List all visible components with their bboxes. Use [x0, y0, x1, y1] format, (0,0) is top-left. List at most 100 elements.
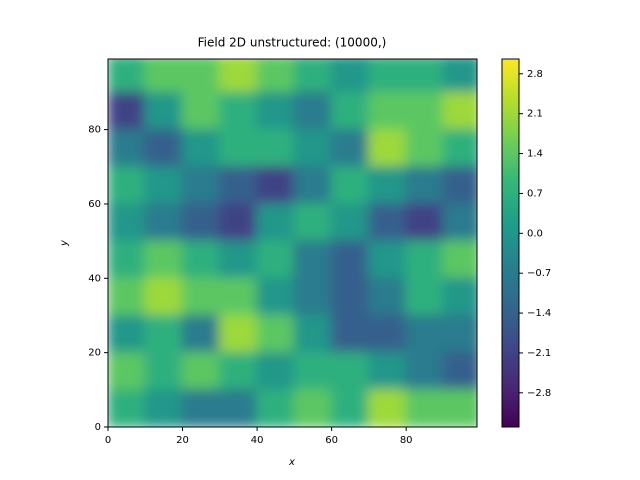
field-cell — [293, 240, 333, 280]
field-cell — [442, 240, 477, 280]
field-cell — [330, 277, 370, 317]
field-cell — [181, 389, 221, 427]
field-cell — [181, 59, 221, 94]
field-cell — [405, 128, 445, 168]
field-cell — [330, 351, 370, 391]
colorbar-tick-label: 0.0 — [527, 228, 543, 239]
field-cell — [405, 240, 445, 280]
field-cell — [330, 203, 370, 242]
field-cell — [108, 351, 147, 391]
colorbar-tick-label: 2.8 — [527, 69, 543, 80]
field-cell — [108, 203, 147, 242]
colorbar-tick-label: −2.8 — [527, 388, 551, 399]
field-cell — [293, 277, 333, 317]
field-cell — [368, 389, 407, 427]
field-cell — [442, 277, 477, 317]
y-tick-label: 0 — [95, 422, 101, 433]
field-cell — [405, 165, 445, 205]
field-cell — [330, 165, 370, 205]
field-cell — [256, 277, 296, 317]
field-cell — [108, 277, 147, 317]
field-cell — [256, 59, 296, 94]
x-tick-label: 80 — [400, 435, 413, 446]
field-cell — [219, 277, 258, 317]
field-cell — [330, 240, 370, 280]
field-cell — [181, 277, 221, 317]
field-cell — [144, 277, 184, 317]
field-cell — [108, 165, 147, 205]
field-cell — [144, 91, 184, 131]
field-cell — [405, 314, 445, 354]
y-tick-label: 40 — [88, 273, 101, 284]
field-cell — [293, 351, 333, 391]
field-cell — [368, 59, 407, 94]
field-cell — [405, 203, 445, 242]
field-cell — [108, 240, 147, 280]
field-cell — [144, 389, 184, 427]
field-cell — [256, 351, 296, 391]
field-cell — [405, 351, 445, 391]
field-cell — [256, 240, 296, 280]
field-cell — [219, 351, 258, 391]
field-cell — [144, 59, 184, 94]
field-cell — [368, 277, 407, 317]
field-cell — [144, 203, 184, 242]
colorbar-tick-label: 0.7 — [527, 188, 543, 199]
field-cell — [108, 389, 147, 427]
x-tick-label: 40 — [251, 435, 264, 446]
field-cell — [219, 128, 258, 168]
field-cell — [181, 91, 221, 131]
field-cell — [442, 389, 477, 427]
field-cell — [293, 91, 333, 131]
field-cell — [219, 59, 258, 94]
field-cell — [442, 351, 477, 391]
field-cell — [256, 91, 296, 131]
field-cell — [330, 389, 370, 427]
field-cell — [108, 314, 147, 354]
field-cell — [368, 203, 407, 242]
x-axis-label: x — [288, 457, 295, 468]
x-tick-label: 0 — [105, 435, 111, 446]
colorbar-tick-label: −0.7 — [527, 268, 551, 279]
field-cell — [108, 91, 147, 131]
field-cell — [330, 59, 370, 94]
field-cell — [144, 165, 184, 205]
field-cell — [219, 203, 258, 242]
field-cell — [442, 59, 477, 94]
field-cell — [405, 277, 445, 317]
field-cell — [368, 240, 407, 280]
field-cell — [256, 314, 296, 354]
field-cell — [219, 240, 258, 280]
field-cell — [405, 59, 445, 94]
field-cell — [293, 203, 333, 242]
field-cell — [219, 165, 258, 205]
y-tick-label: 60 — [88, 199, 101, 210]
field-cell — [181, 240, 221, 280]
field-cell — [442, 128, 477, 168]
field-cell — [442, 314, 477, 354]
field-cell — [368, 91, 407, 131]
field-cell — [368, 165, 407, 205]
colorbar-tick-label: 2.1 — [527, 109, 543, 120]
field-cell — [181, 351, 221, 391]
field-cell — [405, 91, 445, 131]
field-cell — [219, 314, 258, 354]
field — [108, 59, 477, 427]
field-cell — [442, 91, 477, 131]
field-cell — [293, 314, 333, 354]
field-cell — [293, 165, 333, 205]
field-cell — [219, 389, 258, 427]
colorbar-tick-label: 1.4 — [527, 149, 543, 160]
field-cell — [293, 389, 333, 427]
field-cell — [144, 314, 184, 354]
field-cell — [181, 314, 221, 354]
field-cell — [256, 128, 296, 168]
field-cell — [144, 240, 184, 280]
colorbar-tick-label: −2.1 — [527, 348, 551, 359]
field-cell — [144, 128, 184, 168]
field-cell — [219, 91, 258, 131]
field-cell — [293, 128, 333, 168]
field-cell — [181, 203, 221, 242]
field-cell — [108, 59, 147, 94]
